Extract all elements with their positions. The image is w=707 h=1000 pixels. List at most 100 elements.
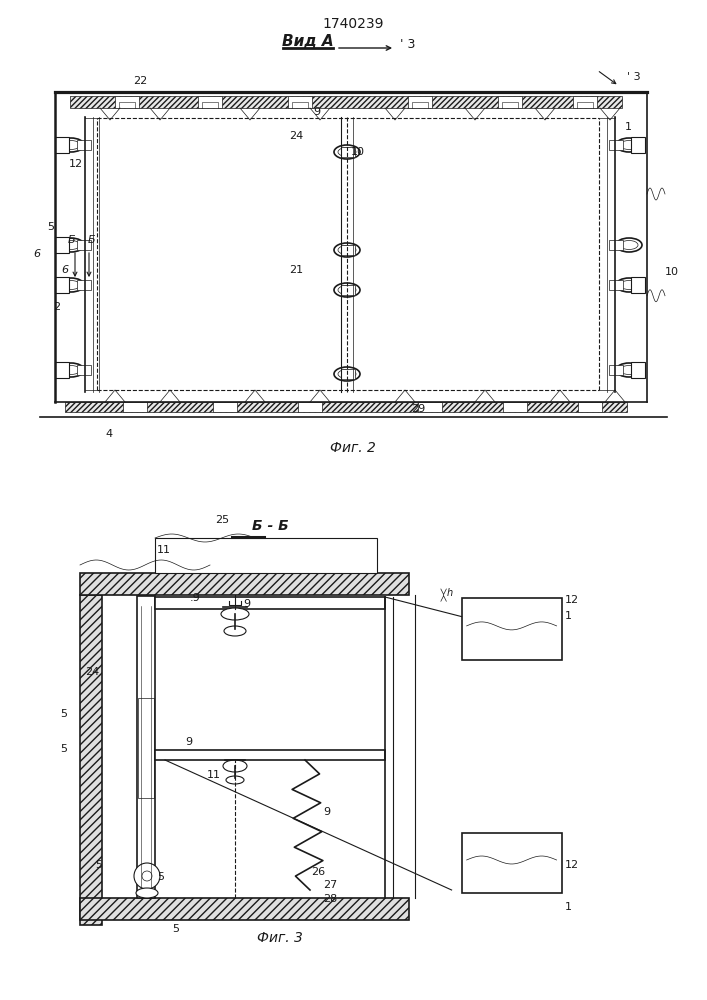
Bar bbox=[138, 698, 154, 798]
Text: Вид А: Вид А bbox=[282, 34, 334, 49]
Text: 27: 27 bbox=[323, 880, 337, 890]
Bar bbox=[578, 402, 602, 412]
Bar bbox=[631, 277, 645, 293]
Ellipse shape bbox=[616, 138, 642, 152]
Text: 25: 25 bbox=[215, 515, 229, 525]
Bar bbox=[77, 240, 91, 250]
Bar bbox=[155, 597, 385, 609]
Text: Б: Б bbox=[68, 235, 76, 245]
Ellipse shape bbox=[334, 243, 360, 257]
Bar bbox=[462, 598, 561, 660]
Bar bbox=[77, 280, 91, 290]
Bar bbox=[288, 96, 312, 108]
Text: 5: 5 bbox=[95, 860, 102, 870]
Text: 9: 9 bbox=[243, 599, 250, 609]
Text: ' 3: ' 3 bbox=[400, 37, 416, 50]
Text: 9: 9 bbox=[185, 737, 192, 747]
Bar bbox=[213, 402, 237, 412]
Bar bbox=[609, 280, 623, 290]
Bar bbox=[155, 538, 377, 573]
Text: Фиг. 3: Фиг. 3 bbox=[257, 931, 303, 945]
Text: ' 3: ' 3 bbox=[627, 72, 641, 82]
Text: 11: 11 bbox=[207, 770, 221, 780]
Ellipse shape bbox=[616, 238, 642, 252]
Ellipse shape bbox=[334, 283, 360, 297]
Bar bbox=[65, 402, 627, 412]
Bar bbox=[137, 596, 155, 898]
Text: 5: 5 bbox=[47, 222, 54, 232]
Text: 24: 24 bbox=[85, 667, 99, 677]
Bar bbox=[609, 240, 623, 250]
Bar bbox=[609, 140, 623, 150]
Ellipse shape bbox=[58, 278, 84, 292]
Bar bbox=[573, 96, 597, 108]
Ellipse shape bbox=[226, 776, 244, 784]
Bar bbox=[55, 137, 69, 153]
Bar bbox=[55, 362, 69, 378]
Bar bbox=[198, 96, 222, 108]
Text: 12: 12 bbox=[565, 595, 579, 605]
Text: 22: 22 bbox=[133, 76, 147, 86]
Text: 26: 26 bbox=[311, 867, 325, 877]
Bar bbox=[298, 402, 322, 412]
Bar bbox=[408, 96, 432, 108]
Ellipse shape bbox=[616, 363, 642, 377]
Text: 6: 6 bbox=[61, 265, 68, 275]
Bar bbox=[498, 96, 522, 108]
Bar bbox=[80, 573, 409, 595]
Text: 5: 5 bbox=[60, 744, 67, 754]
Bar bbox=[80, 595, 102, 925]
Circle shape bbox=[134, 863, 160, 889]
Bar bbox=[341, 285, 355, 295]
Text: 1740239: 1740239 bbox=[322, 17, 384, 31]
Ellipse shape bbox=[58, 138, 84, 152]
Bar bbox=[70, 96, 622, 108]
Text: 1: 1 bbox=[565, 611, 571, 621]
Text: 28: 28 bbox=[323, 894, 337, 904]
Text: 1: 1 bbox=[565, 902, 571, 912]
Text: 29: 29 bbox=[411, 404, 425, 414]
Bar bbox=[115, 96, 139, 108]
Bar bbox=[341, 245, 355, 255]
Ellipse shape bbox=[334, 367, 360, 381]
Text: 10: 10 bbox=[665, 267, 679, 277]
Text: 12: 12 bbox=[565, 860, 579, 870]
Bar bbox=[123, 402, 147, 412]
Text: 1: 1 bbox=[625, 122, 632, 132]
Bar bbox=[631, 362, 645, 378]
Text: 24: 24 bbox=[289, 131, 303, 141]
Text: h: h bbox=[447, 588, 452, 598]
Bar bbox=[503, 402, 527, 412]
Ellipse shape bbox=[334, 145, 360, 159]
Bar bbox=[609, 365, 623, 375]
Text: Б: Б bbox=[88, 235, 96, 245]
Text: 12: 12 bbox=[69, 159, 83, 169]
Text: 5: 5 bbox=[60, 709, 67, 719]
Text: 4: 4 bbox=[105, 429, 112, 439]
Bar bbox=[155, 750, 385, 760]
Ellipse shape bbox=[58, 363, 84, 377]
Bar bbox=[631, 137, 645, 153]
Text: Фиг. 2: Фиг. 2 bbox=[330, 441, 376, 455]
Text: 2: 2 bbox=[53, 302, 60, 312]
Ellipse shape bbox=[136, 888, 158, 898]
Ellipse shape bbox=[221, 608, 249, 620]
Text: .9: .9 bbox=[190, 593, 201, 603]
Bar bbox=[80, 898, 409, 920]
Text: 5: 5 bbox=[157, 872, 164, 882]
Text: 5: 5 bbox=[172, 924, 179, 934]
Ellipse shape bbox=[58, 238, 84, 252]
Bar bbox=[55, 277, 69, 293]
Text: 6: 6 bbox=[33, 249, 40, 259]
Ellipse shape bbox=[616, 278, 642, 292]
Bar bbox=[55, 237, 69, 253]
Text: 10: 10 bbox=[351, 147, 365, 157]
Bar bbox=[341, 147, 355, 157]
Text: 9: 9 bbox=[323, 807, 330, 817]
Bar bbox=[418, 402, 442, 412]
Bar bbox=[77, 365, 91, 375]
Bar bbox=[341, 369, 355, 379]
Text: 9: 9 bbox=[313, 107, 320, 117]
Text: 21: 21 bbox=[289, 265, 303, 275]
Bar bbox=[462, 833, 561, 893]
